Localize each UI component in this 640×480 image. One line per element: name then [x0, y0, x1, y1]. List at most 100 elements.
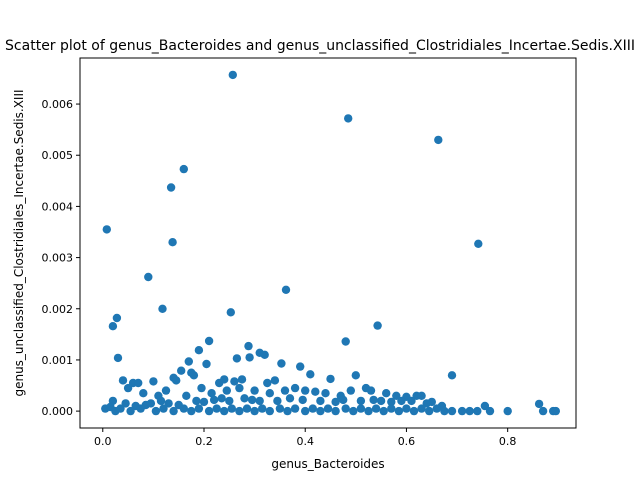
data-point — [182, 391, 191, 400]
data-point — [207, 389, 216, 398]
y-tick-label: 0.006 — [42, 98, 74, 111]
data-point — [465, 406, 474, 416]
data-point — [366, 386, 376, 395]
data-point — [116, 404, 125, 413]
data-point — [230, 377, 239, 386]
data-point — [371, 404, 381, 413]
data-point — [503, 406, 512, 416]
x-tick-label: 0.2 — [195, 435, 213, 448]
data-point — [146, 399, 156, 408]
data-point — [417, 391, 426, 400]
data-point — [346, 386, 355, 395]
data-point — [222, 386, 231, 395]
data-point — [184, 357, 193, 366]
data-point — [166, 183, 176, 192]
data-point — [290, 383, 300, 393]
data-point — [382, 389, 391, 398]
data-point — [197, 383, 206, 393]
y-tick-label: 0.001 — [42, 354, 74, 367]
data-point — [407, 396, 416, 406]
data-point — [151, 406, 161, 416]
data-point — [199, 397, 209, 407]
data-point — [169, 406, 178, 416]
data-point — [296, 362, 305, 371]
y-tick-label: 0.000 — [42, 405, 74, 418]
data-point — [422, 399, 431, 408]
data-point — [194, 404, 204, 413]
data-point — [316, 396, 325, 406]
y-axis-label: genus_unclassified_Clostridiales_Incerta… — [12, 89, 26, 396]
data-point — [394, 406, 404, 416]
data-point — [473, 406, 482, 416]
data-point — [212, 404, 221, 413]
data-point — [349, 406, 358, 416]
data-point — [387, 404, 396, 413]
data-point — [158, 304, 167, 313]
data-point — [144, 272, 153, 282]
data-point — [134, 378, 143, 388]
data-point — [440, 406, 449, 416]
data-point — [402, 404, 411, 413]
data-point — [534, 399, 544, 409]
y-tick-label: 0.002 — [42, 303, 74, 316]
data-point — [392, 391, 401, 400]
data-point — [263, 378, 272, 388]
data-point — [434, 135, 443, 145]
data-point — [265, 389, 274, 398]
data-point — [159, 404, 168, 413]
data-point — [255, 396, 264, 406]
data-point — [164, 399, 173, 408]
data-point — [480, 401, 490, 411]
data-point — [275, 404, 285, 413]
data-point — [341, 404, 350, 413]
data-point — [387, 397, 396, 407]
data-point — [369, 395, 378, 405]
data-point — [281, 285, 291, 294]
data-point — [373, 321, 382, 330]
chart-title: Scatter plot of genus_Bacteroides and ge… — [5, 38, 635, 54]
data-point — [172, 376, 181, 385]
data-point — [280, 386, 290, 395]
data-point — [273, 396, 282, 406]
data-point — [356, 404, 366, 413]
data-point — [311, 387, 320, 396]
data-point — [220, 406, 229, 416]
data-point — [102, 225, 112, 234]
data-point — [245, 353, 254, 362]
data-point — [112, 313, 122, 323]
data-point — [285, 394, 295, 403]
data-point — [123, 383, 133, 393]
data-point — [447, 406, 457, 416]
data-point — [339, 395, 348, 405]
y-tick-label: 0.004 — [42, 200, 74, 213]
x-tick-label: 0.0 — [94, 435, 112, 448]
data-point — [136, 404, 145, 413]
data-point — [301, 386, 310, 395]
data-point — [232, 354, 242, 363]
data-point — [321, 389, 330, 398]
data-point — [217, 394, 226, 403]
y-tick-label: 0.003 — [42, 252, 74, 265]
data-point — [204, 336, 214, 346]
x-axis-label: genus_Bacteroides — [271, 457, 384, 471]
data-point — [121, 399, 130, 408]
data-point — [316, 406, 325, 416]
data-point — [474, 239, 483, 248]
data-point — [235, 383, 244, 393]
data-point — [379, 406, 388, 416]
data-point — [331, 406, 340, 416]
x-tick-label: 0.6 — [398, 435, 416, 448]
data-point — [341, 337, 350, 346]
data-point — [538, 406, 548, 416]
data-point — [447, 371, 457, 380]
data-point — [139, 389, 148, 398]
data-point — [240, 394, 249, 403]
data-point — [220, 375, 229, 384]
data-point — [260, 350, 269, 359]
data-point — [247, 395, 257, 405]
data-point — [417, 404, 426, 413]
data-point — [204, 406, 214, 416]
data-point — [323, 404, 333, 413]
y-tick-label: 0.005 — [42, 149, 74, 162]
